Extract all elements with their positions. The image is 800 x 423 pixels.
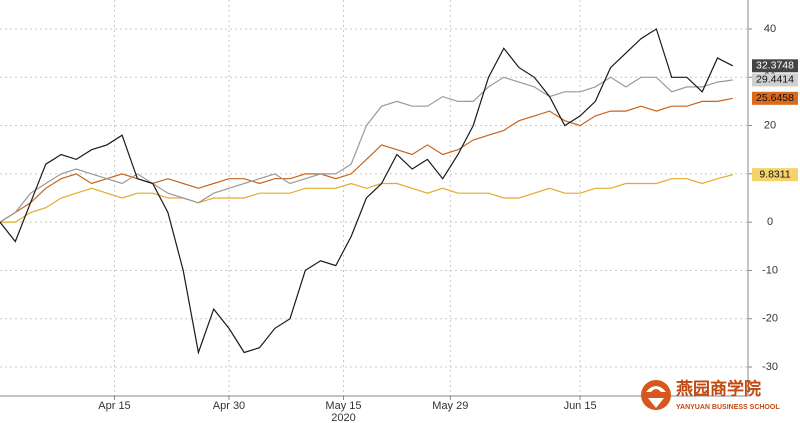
logo: 燕园商学院 YANYUAN BUSINESS SCHOOL: [641, 378, 780, 411]
y-tick-label: -20: [762, 313, 778, 325]
y-tick-label: 0: [767, 216, 773, 228]
last-value-box: [752, 73, 798, 87]
y-tick-label: 20: [764, 119, 776, 131]
series-line: [0, 28, 733, 355]
last-value-label: 9.8311: [759, 168, 790, 180]
x-tick-label: Apr 15: [98, 400, 130, 412]
last-value-box: [752, 59, 798, 73]
last-value-label: 29.4414: [756, 74, 794, 86]
logo-icon: [641, 380, 671, 410]
last-value-box: [752, 168, 798, 182]
logo-subtitle: YANYUAN BUSINESS SCHOOL: [676, 404, 780, 411]
x-tick-label: Apr 30: [213, 400, 245, 412]
x-tick-label: May 15: [325, 400, 361, 412]
last-value-box: [752, 91, 798, 105]
logo-title: 燕园商学院: [676, 378, 761, 398]
series-line: [0, 174, 733, 223]
year-label: 2020: [331, 412, 355, 423]
series-line: [0, 97, 733, 223]
x-tick-label: May 29: [432, 400, 468, 412]
logo-mark: [646, 386, 666, 408]
x-tick-label: Jun 15: [564, 400, 597, 412]
y-tick-label: -30: [762, 361, 778, 373]
series-line: [0, 76, 733, 223]
last-value-label: 32.3748: [756, 60, 794, 72]
y-tick-label: -10: [762, 264, 778, 276]
last-value-label: 25.6458: [756, 92, 794, 104]
y-tick-label: 40: [764, 23, 776, 35]
